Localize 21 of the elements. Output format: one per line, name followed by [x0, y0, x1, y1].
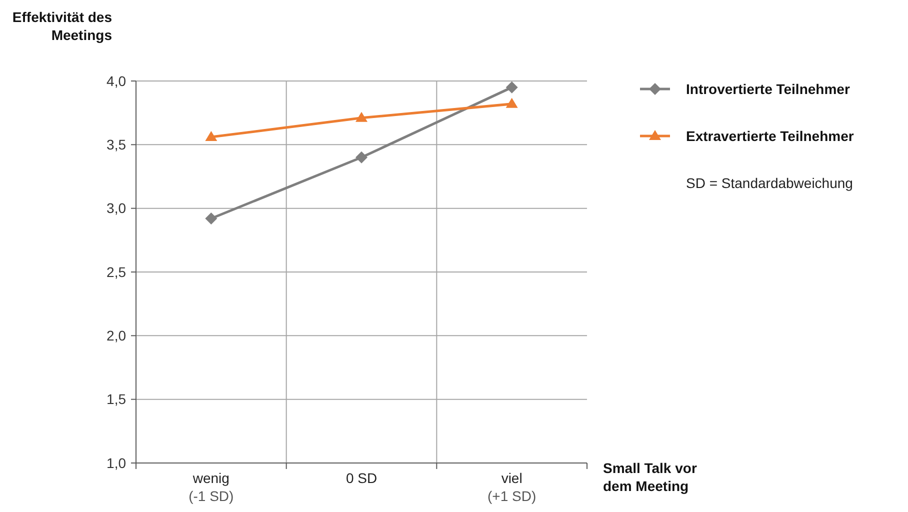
y-tick-label: 4,0 [106, 72, 126, 89]
y-tick-label: 2,5 [106, 264, 126, 280]
y-tick-label: 3,5 [106, 136, 126, 153]
point [356, 112, 368, 122]
legend-label: Introvertierte Teilnehmer [686, 80, 850, 97]
y-tick-label: 3,0 [106, 200, 126, 216]
x-tick-label: 0 SD [346, 470, 378, 486]
point [356, 151, 368, 164]
y-tick-label: 1,5 [106, 391, 126, 408]
y-axis-title: Effektivität des Meetings [12, 9, 112, 43]
y-tick-label: 1,0 [106, 454, 126, 471]
point [506, 98, 518, 108]
x-tick-label: viel (+1 SD) [488, 470, 536, 504]
point [506, 81, 518, 94]
text: SD = Standardabweichung [686, 174, 853, 191]
legend-label: Extravertierte Teilnehmer [686, 128, 854, 144]
point [205, 212, 218, 225]
y-tick-label: 2,0 [106, 328, 126, 344]
point [205, 131, 218, 142]
x-axis-title: Small Talk vor dem Meeting [603, 460, 698, 494]
x-tick-label: wenig (-1 SD) [188, 470, 234, 504]
